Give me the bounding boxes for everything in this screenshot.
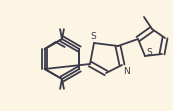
Text: S: S	[90, 32, 96, 41]
Text: S: S	[146, 48, 152, 57]
Text: N: N	[123, 67, 130, 76]
